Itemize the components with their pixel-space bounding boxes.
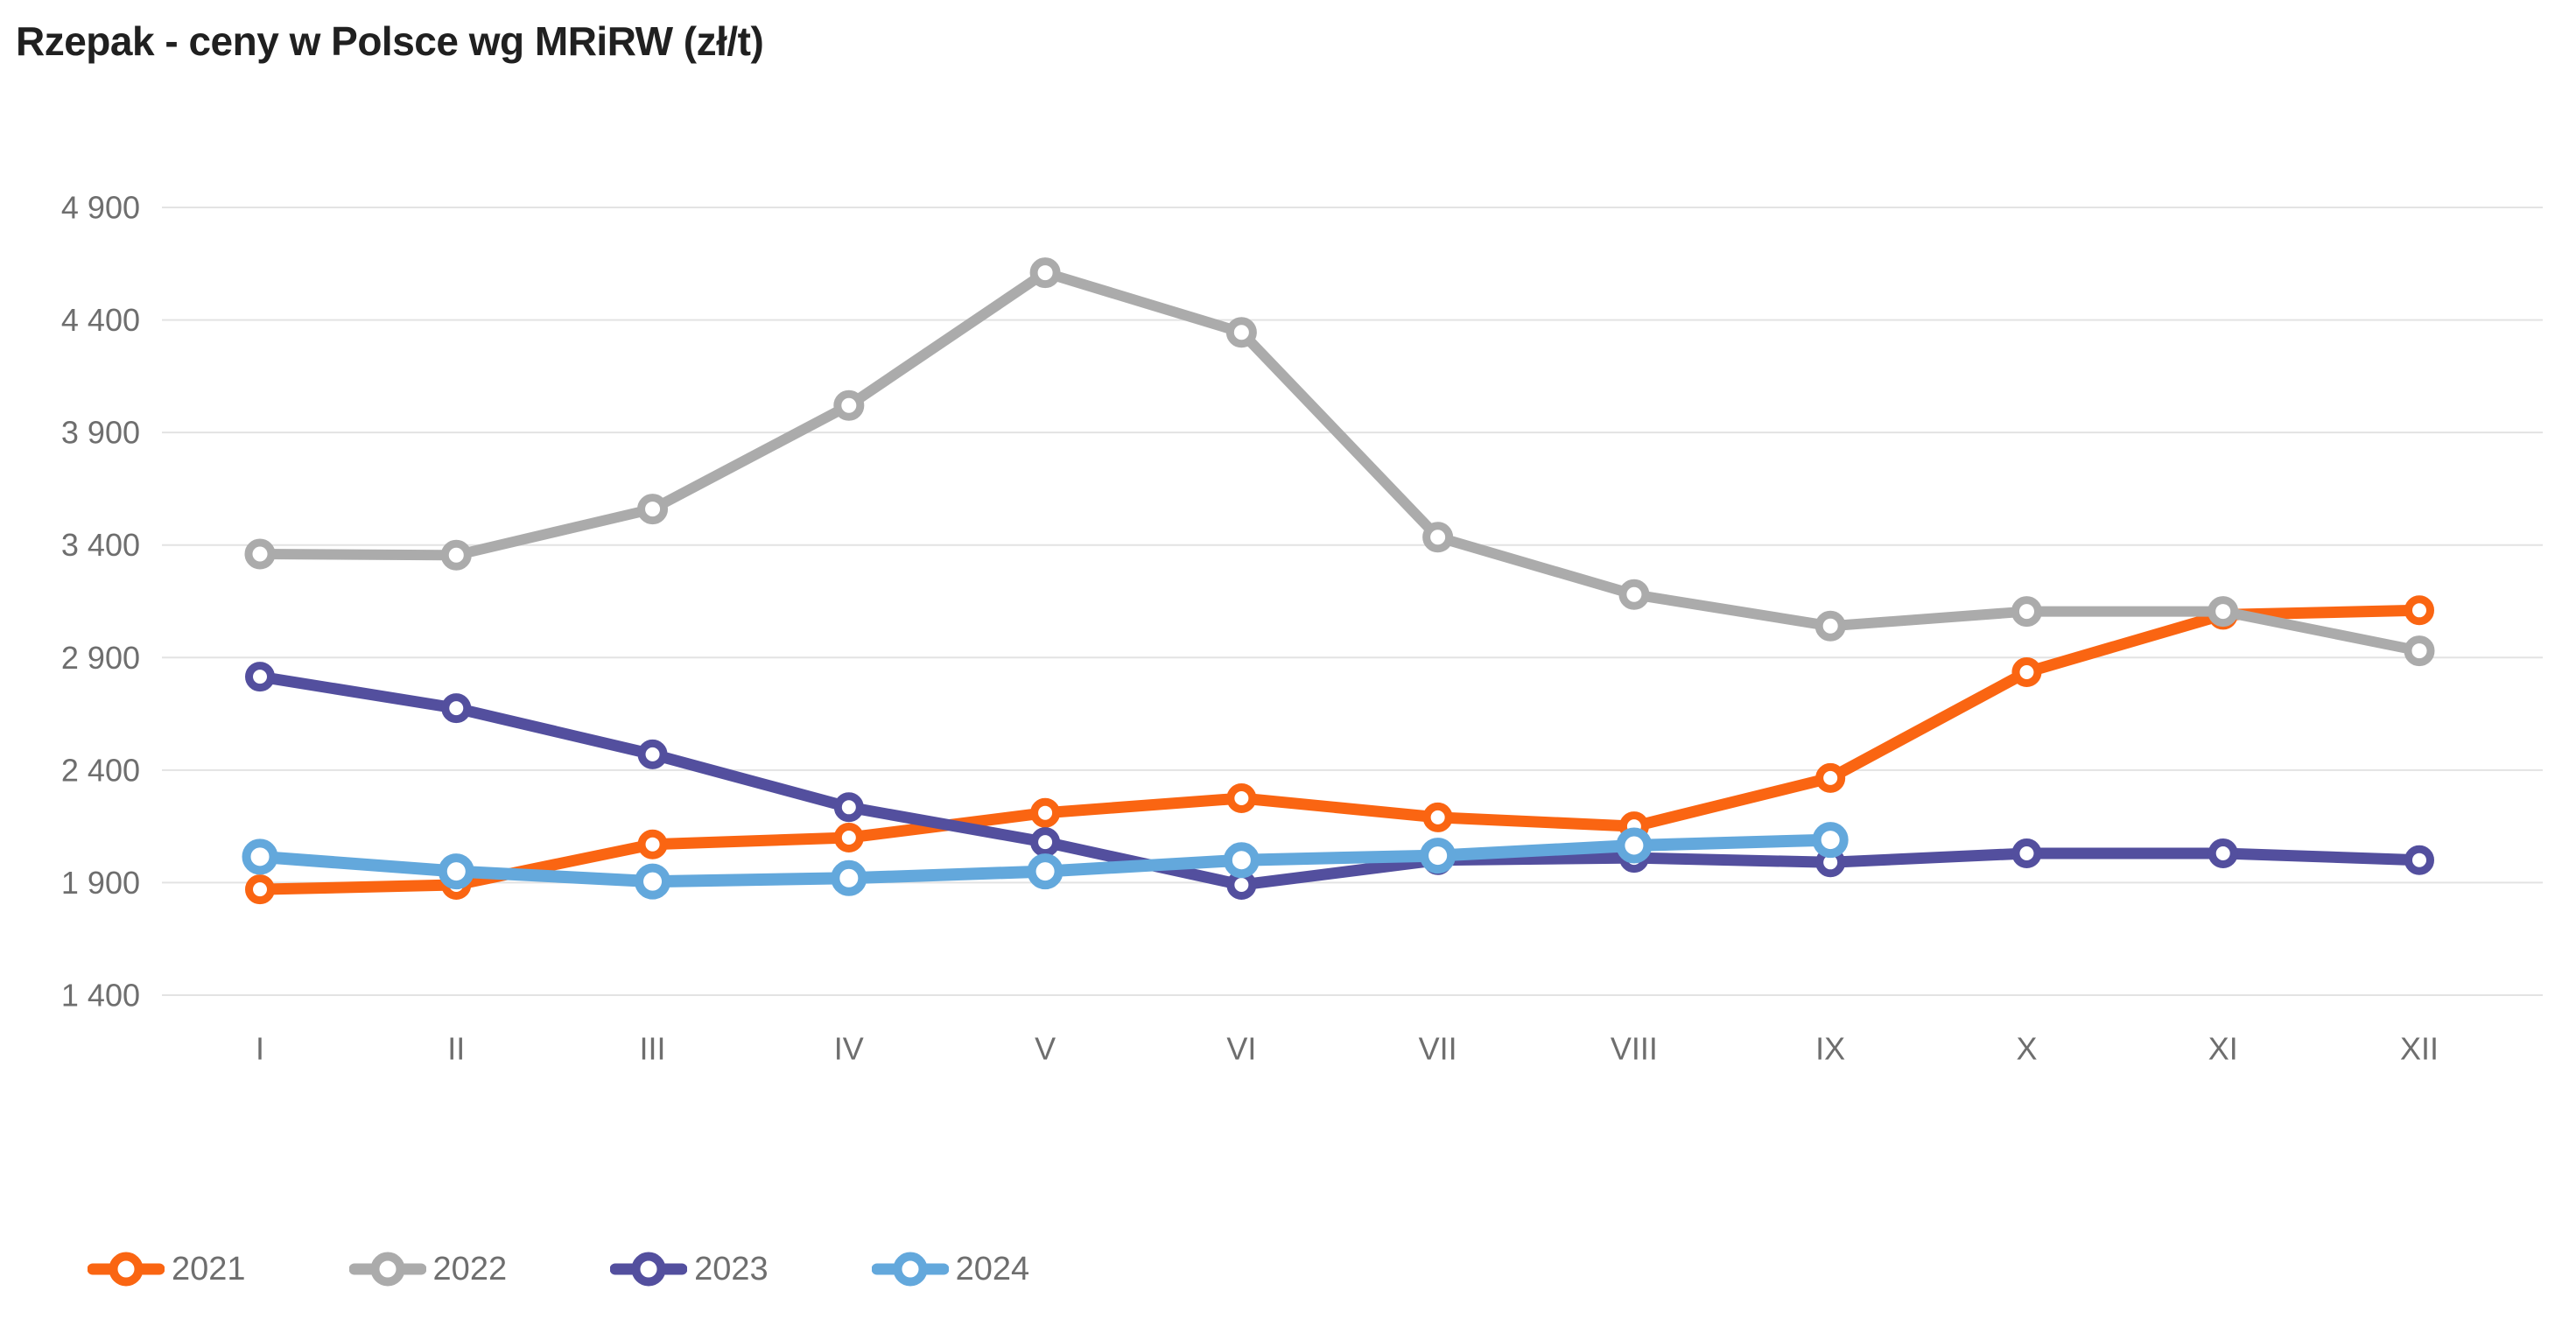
- series-2023-data-point: [2207, 838, 2238, 868]
- series-2022-line: [255, 267, 2425, 656]
- series-2022-data-point: [2011, 596, 2042, 628]
- y-axis-tick-label: 2 900: [61, 640, 140, 676]
- x-axis-tick-label: III: [640, 1031, 666, 1067]
- y-axis-tick-label: 2 400: [61, 752, 140, 788]
- series-2024-data-point: [1420, 838, 1456, 874]
- series-2021-data-point: [833, 823, 864, 852]
- legend-item-2023: 2023: [610, 1245, 769, 1293]
- series-2022-data-point: [2404, 635, 2435, 667]
- x-axis-tick-label: XII: [2400, 1031, 2439, 1067]
- series-2023-data-point: [245, 662, 275, 692]
- series-2023-data-point: [1030, 827, 1061, 858]
- legend-marker-icon: [88, 1252, 165, 1287]
- series-2021-data-point: [637, 829, 668, 859]
- y-axis-tick-label: 3 400: [61, 527, 140, 563]
- series-2024-data-point: [1812, 822, 1849, 859]
- series-2024-data-point: [1027, 853, 1063, 890]
- series-2021-data-point: [1815, 762, 1846, 793]
- x-axis-tick-label: IV: [834, 1031, 864, 1067]
- legend-marker-icon: [610, 1252, 688, 1287]
- series-2023-line: [254, 670, 2425, 891]
- series-2023-data-point: [637, 739, 668, 769]
- chart-legend: 2021 2022 2023 2024: [88, 1243, 1029, 1295]
- legend-label: 2022: [432, 1250, 508, 1287]
- series-2022-data-point: [1618, 579, 1650, 610]
- series-2021-data-point: [2011, 657, 2042, 687]
- series-2021-data-point: [1226, 783, 1257, 813]
- x-axis-tick-label: VII: [1419, 1031, 1457, 1067]
- y-axis-tick-label: 1 400: [61, 978, 140, 1014]
- x-axis-tick-label: VI: [1226, 1031, 1256, 1067]
- x-axis-tick-label: X: [2016, 1031, 2037, 1067]
- series-2022-data-point: [440, 539, 472, 571]
- y-axis-tick-label: 1 900: [61, 865, 140, 901]
- legend-item-2022: 2022: [348, 1245, 508, 1293]
- series-2024-data-point: [635, 863, 671, 900]
- legend-item-2024: 2024: [871, 1245, 1030, 1293]
- series-2022-data-point: [833, 389, 865, 421]
- legend-label: 2023: [694, 1250, 769, 1287]
- series-2021-data-point: [1422, 802, 1453, 832]
- series-2021-data-point: [245, 874, 275, 905]
- legend-marker-icon: [871, 1252, 949, 1287]
- series-2021-data-point: [2404, 595, 2434, 626]
- x-axis-tick-label: II: [447, 1031, 465, 1067]
- series-2023-data-point: [2404, 845, 2434, 875]
- series-2022-data-point: [637, 494, 669, 525]
- y-axis-tick-label: 3 900: [61, 415, 140, 451]
- x-axis-tick-label: I: [256, 1031, 264, 1067]
- series-2024-data-point: [831, 859, 867, 896]
- series-2024-data-point: [1223, 842, 1260, 879]
- x-axis-tick-label: V: [1035, 1031, 1056, 1067]
- series-2023-data-point: [2011, 838, 2042, 868]
- x-axis-tick-label: IX: [1815, 1031, 1845, 1067]
- series-2022-data-point: [1225, 317, 1257, 348]
- x-axis-tick-label: VIII: [1611, 1031, 1658, 1067]
- chart-title: Rzepak - ceny w Polsce wg MRiRW (zł/t): [16, 18, 764, 64]
- series-2022-data-point: [1422, 522, 1454, 553]
- series-2023-data-point: [833, 792, 864, 823]
- series-2024-data-point: [438, 853, 474, 890]
- y-axis-tick-label: 4 900: [61, 190, 140, 226]
- series-2022-data-point: [244, 538, 276, 570]
- legend-marker-icon: [348, 1252, 426, 1287]
- series-2021-line: [254, 604, 2425, 895]
- legend-label: 2024: [955, 1250, 1030, 1287]
- series-2023-data-point: [441, 693, 472, 724]
- series-2021-data-point: [1030, 797, 1061, 828]
- series-2024-data-point: [242, 838, 278, 875]
- series-2024-data-point: [1616, 827, 1653, 864]
- series-2022-data-point: [1029, 257, 1061, 289]
- series-2022-data-point: [1814, 610, 1846, 642]
- series-2022-data-point: [2207, 596, 2239, 628]
- y-axis-tick-label: 4 400: [61, 302, 140, 338]
- legend-item-2021: 2021: [88, 1245, 246, 1293]
- x-axis-tick-label: XI: [2208, 1031, 2238, 1067]
- legend-label: 2021: [172, 1250, 246, 1287]
